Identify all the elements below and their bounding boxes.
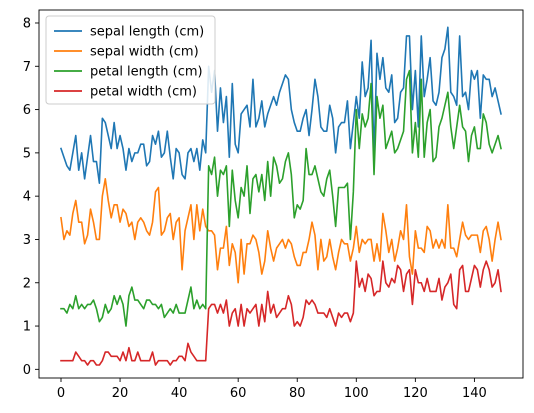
legend-label-1: sepal width (cm) [90,45,199,60]
y-tick-label: 1 [23,320,31,335]
legend-label-2: petal length (cm) [90,65,203,80]
x-tick-label: 120 [403,386,428,401]
y-tick-label: 0 [23,363,31,378]
legend-label-3: petal width (cm) [90,85,197,100]
x-tick-label: 80 [289,386,306,401]
y-tick-label: 5 [23,146,31,161]
y-tick-label: 4 [23,190,31,205]
legend: sepal length (cm) sepal width (cm) petal l… [45,15,216,105]
plot-area [38,9,524,379]
series-line-1 [60,178,502,284]
y-tick-label: 6 [23,103,31,118]
x-tick-label: 100 [344,386,369,401]
y-tick-label: 8 [23,16,31,31]
series-line-0 [59,26,502,184]
plot-frame [38,9,524,379]
x-tick-label: 40 [171,386,188,401]
y-tick-label: 7 [23,60,31,75]
x-tick-label: 140 [462,386,487,401]
series-line-3 [60,260,502,366]
y-tick-label: 2 [23,276,31,291]
x-tick-label: 60 [230,386,247,401]
series-line-2 [60,69,502,327]
legend-box [45,15,216,105]
legend-label-0: sepal length (cm) [90,25,204,40]
x-axis: 0 20 40 60 80 100 120 140 [57,378,487,401]
y-axis: 0 1 2 3 4 5 6 7 8 [23,16,39,378]
y-tick-label: 3 [23,233,31,248]
x-tick-label: 0 [57,386,65,401]
x-tick-label: 20 [112,386,129,401]
